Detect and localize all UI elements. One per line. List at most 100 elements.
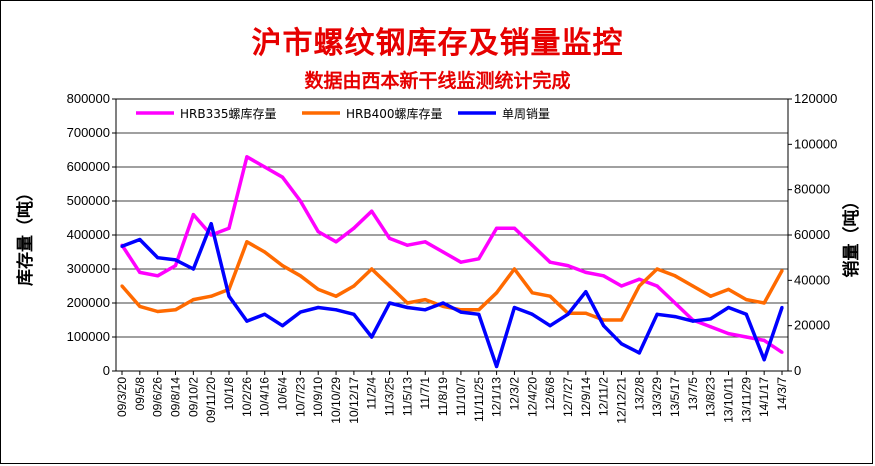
data-point [173, 264, 178, 268]
data-point [173, 308, 178, 312]
data-point [423, 298, 427, 302]
data-point [245, 319, 249, 323]
y-tick-right: 0 [794, 363, 801, 378]
data-point [780, 350, 784, 354]
data-point [477, 308, 481, 312]
data-point [334, 294, 338, 298]
x-tick-label: 11/10/7 [454, 377, 468, 416]
data-point [138, 270, 142, 274]
data-point [548, 260, 552, 264]
x-tick-label: 09/3/20 [115, 377, 129, 417]
x-tick-label: 10/12/17 [347, 377, 361, 424]
data-point [726, 287, 731, 291]
y-tick-right: 80000 [794, 182, 830, 197]
x-tick-label: 13/11/29 [739, 377, 753, 423]
data-point [691, 319, 695, 323]
data-point [156, 309, 160, 314]
data-point [334, 308, 338, 312]
data-point [637, 284, 641, 288]
y-axis-label-right: 销量（吨） [841, 193, 862, 278]
data-point [280, 175, 285, 179]
x-tick-label: 10/9/10 [311, 377, 325, 417]
data-point [352, 312, 356, 316]
x-tick-label: 11/5/13 [400, 377, 414, 416]
y-tick-right: 100000 [794, 136, 837, 151]
legend-label: HRB400螺库存量 [346, 106, 443, 121]
data-point [494, 291, 499, 295]
data-point [209, 222, 213, 226]
data-point [530, 291, 534, 295]
data-point [370, 209, 374, 213]
data-point [120, 284, 124, 288]
x-tick-label: 09/8/14 [169, 377, 183, 417]
series-lines [120, 155, 784, 369]
data-point [494, 226, 499, 230]
data-point [334, 240, 338, 244]
x-tick-label: 13/8/23 [704, 377, 718, 417]
data-point [156, 256, 160, 260]
x-axis-ticks: 09/3/20 09/5/8 09/6/26 09/8/14 09/10/2 09/11/… [115, 371, 789, 424]
data-point [405, 301, 410, 305]
data-point [191, 267, 195, 271]
data-point [370, 335, 374, 339]
x-tick-label: 12/1/13 [490, 377, 504, 417]
data-point [637, 277, 641, 281]
data-point [762, 358, 766, 362]
x-tick-label: 14/1/17 [757, 377, 771, 417]
gridlines [116, 132, 788, 338]
data-point [780, 269, 784, 273]
right-axis-ticks: 0 20000 40000 60000 80000 100000 120000 [788, 91, 837, 378]
data-point [673, 301, 677, 305]
legend: HRB335螺库存量 HRB400螺库存量 单周销量 [136, 106, 550, 121]
data-point [459, 260, 463, 264]
x-tick-label: 12/3/2 [507, 377, 521, 411]
data-point [387, 301, 392, 305]
legend-label: 单周销量 [502, 107, 550, 121]
y-tick-right: 120000 [794, 91, 837, 106]
data-point [441, 250, 445, 254]
x-tick-label: 14/3/7 [775, 377, 789, 411]
data-point [316, 287, 320, 291]
data-point [120, 244, 124, 248]
data-point [602, 274, 606, 278]
data-point [673, 274, 677, 278]
data-point [263, 165, 267, 169]
data-point [744, 335, 748, 339]
data-point [780, 305, 784, 310]
data-point [619, 284, 624, 288]
data-point [709, 325, 713, 329]
x-tick-label: 13/7/5 [686, 377, 700, 411]
y-tick-left: 100000 [67, 329, 110, 344]
data-point [530, 243, 534, 247]
data-point [352, 226, 356, 230]
data-point [494, 364, 499, 369]
series-line-1 [120, 155, 783, 354]
x-tick-label: 12/9/14 [579, 377, 593, 417]
data-point [298, 274, 302, 278]
data-point [263, 312, 267, 316]
data-point [637, 351, 641, 355]
x-tick-label: 11/11/25 [472, 377, 486, 422]
data-point [138, 304, 142, 308]
x-tick-label: 13/10/11 [721, 377, 735, 423]
x-tick-label: 12/12/21 [614, 377, 628, 424]
data-point [405, 243, 410, 247]
x-tick-label: 11/3/25 [383, 377, 397, 416]
data-point [316, 305, 320, 310]
data-point [477, 257, 481, 261]
x-tick-label: 10/10/29 [329, 377, 343, 424]
data-point [709, 317, 713, 321]
data-point [441, 301, 445, 305]
data-point [138, 237, 142, 242]
data-point [744, 312, 748, 316]
data-point [655, 284, 659, 288]
data-point [423, 308, 427, 312]
series-line-3 [121, 221, 784, 369]
data-point [280, 324, 285, 328]
x-tick-label: 12/7/27 [561, 377, 575, 417]
y-tick-left: 600000 [67, 159, 110, 174]
data-point [530, 312, 534, 316]
data-point [209, 294, 213, 298]
x-tick-label: 10/7/23 [293, 377, 307, 417]
